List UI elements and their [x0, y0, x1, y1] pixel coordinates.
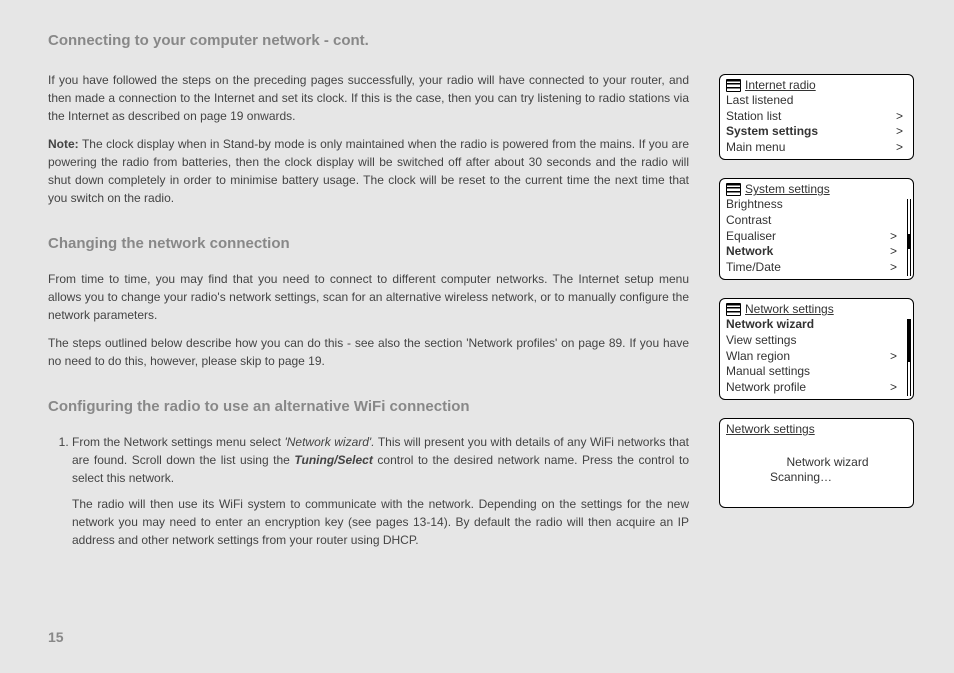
screen-header-system-settings: System settings	[720, 181, 913, 197]
section-alt-wifi: Configuring the radio to use an alternat…	[48, 398, 689, 415]
menu-item[interactable]: Network >	[720, 244, 913, 260]
screen-header-network-settings: Network settings	[720, 301, 913, 317]
chevron-right-icon: >	[890, 229, 897, 245]
header-label: Network settings	[745, 302, 834, 316]
menu-item[interactable]: Manual settings	[720, 364, 913, 380]
note-label: Note:	[48, 137, 79, 151]
screen-network-settings: Network settings Network wizardView sett…	[719, 298, 914, 400]
section-changing-network: Changing the network connection	[48, 235, 689, 252]
menu-icon	[726, 79, 741, 92]
menu-item-label: Manual settings	[726, 364, 810, 380]
step1-em-tuning: Tuning/Select	[294, 453, 372, 467]
menu-item-label: Main menu	[726, 140, 785, 156]
changing-para-1: From time to time, you may find that you…	[48, 270, 689, 324]
screen-header-wizard: Network settings	[720, 421, 913, 437]
header-label: Internet radio	[745, 78, 816, 92]
chevron-right-icon: >	[896, 140, 903, 156]
menu-item[interactable]: Main menu >	[720, 140, 913, 156]
menu-item[interactable]: System settings >	[720, 124, 913, 140]
left-column: Connecting to your computer network - co…	[48, 32, 689, 557]
chevron-right-icon: >	[890, 380, 897, 396]
wizard-line-1: Network wizard	[786, 455, 868, 471]
menu-icon	[726, 303, 741, 316]
menu-item-label: View settings	[726, 333, 796, 349]
page-container: Connecting to your computer network - co…	[0, 0, 954, 577]
right-column: Internet radio Last listenedStation list…	[719, 32, 914, 557]
menu-item-label: Network	[726, 244, 773, 260]
step-1-para-2: The radio will then use its WiFi system …	[72, 495, 689, 549]
screen-internet-radio: Internet radio Last listenedStation list…	[719, 74, 914, 160]
steps-list: From the Network settings menu select 'N…	[48, 433, 689, 549]
menu-item-label: Network profile	[726, 380, 806, 396]
menu-item[interactable]: Network wizard	[720, 317, 913, 333]
note-paragraph: Note: The clock display when in Stand-by…	[48, 135, 689, 207]
chevron-right-icon: >	[896, 124, 903, 140]
scrollbar-thumb[interactable]	[908, 234, 910, 249]
menu-item[interactable]: Last listened	[720, 93, 913, 109]
header-label: System settings	[745, 182, 830, 196]
menu-item[interactable]: View settings	[720, 333, 913, 349]
intro-paragraph: If you have followed the steps on the pr…	[48, 71, 689, 125]
menu-item[interactable]: Equaliser >	[720, 229, 913, 245]
menu-item-label: Equaliser	[726, 229, 776, 245]
menu-item[interactable]: Network profile >	[720, 380, 913, 396]
scrollbar[interactable]	[907, 319, 911, 396]
menu-item[interactable]: Station list >	[720, 109, 913, 125]
menu-item-label: Network wizard	[726, 317, 814, 333]
menu-item[interactable]: Time/Date >	[720, 260, 913, 276]
menu-item-label: Contrast	[726, 213, 771, 229]
wizard-body: Network wizard Scanning…	[720, 437, 913, 503]
chevron-right-icon: >	[890, 260, 897, 276]
changing-para-2: The steps outlined below describe how yo…	[48, 334, 689, 370]
chevron-right-icon: >	[896, 109, 903, 125]
menu-item-label: System settings	[726, 124, 818, 140]
screen-header-internet-radio: Internet radio	[720, 77, 913, 93]
scrollbar-thumb[interactable]	[908, 319, 910, 361]
header-label: Network settings	[726, 422, 815, 436]
wizard-line-2: Scanning…	[742, 470, 832, 486]
menu-item[interactable]: Brightness	[720, 197, 913, 213]
menu-item-label: Station list	[726, 109, 781, 125]
chevron-right-icon: >	[890, 244, 897, 260]
menu-item[interactable]: Wlan region >	[720, 349, 913, 365]
menu-item[interactable]: Contrast	[720, 213, 913, 229]
note-text: The clock display when in Stand-by mode …	[48, 137, 689, 205]
menu-item-label: Last listened	[726, 93, 793, 109]
chevron-right-icon: >	[890, 349, 897, 365]
menu-item-label: Brightness	[726, 197, 783, 213]
menu-item-label: Wlan region	[726, 349, 790, 365]
page-number: 15	[48, 629, 64, 645]
menu-icon	[726, 183, 741, 196]
screen-network-wizard: Network settings Network wizard Scanning…	[719, 418, 914, 508]
step-1: From the Network settings menu select 'N…	[72, 433, 689, 549]
page-title: Connecting to your computer network - co…	[48, 32, 689, 49]
step-1-para-1: From the Network settings menu select 'N…	[72, 433, 689, 487]
scrollbar[interactable]	[907, 199, 911, 276]
step1-em-wizard: 'Network wizard'.	[284, 435, 374, 449]
step1-pre: From the Network settings menu select	[72, 435, 284, 449]
screen-system-settings: System settings BrightnessContrastEquali…	[719, 178, 914, 280]
menu-item-label: Time/Date	[726, 260, 781, 276]
